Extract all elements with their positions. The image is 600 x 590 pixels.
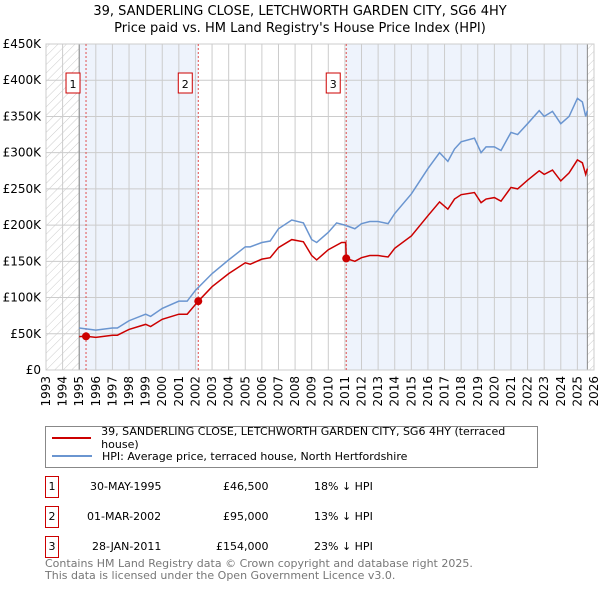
x-tick-label: 2024 — [554, 376, 568, 407]
footer: Contains HM Land Registry data © Crown c… — [45, 558, 473, 582]
x-tick-label: 2011 — [338, 376, 352, 407]
x-tick-label: 2026 — [587, 376, 600, 407]
x-tick-label: 2018 — [454, 376, 468, 407]
x-tick-label: 2016 — [421, 376, 435, 407]
x-tick-label: 2009 — [305, 376, 319, 407]
y-tick-label: £100K — [3, 291, 43, 305]
x-tick-label: 2022 — [521, 376, 535, 407]
x-tick-label: 2025 — [570, 376, 584, 407]
x-tick-label: 2012 — [355, 376, 369, 407]
date: 28-JAN-2011 — [92, 540, 162, 553]
sale-label-box — [177, 72, 193, 94]
hpi-diff: 23% ↓ HPI — [314, 540, 373, 553]
price: £154,000 — [216, 540, 269, 553]
marker-badge: 1 — [45, 476, 59, 498]
y-tick-label: £150K — [3, 254, 43, 268]
x-tick-label: 2019 — [471, 376, 485, 407]
sale-label-box — [65, 72, 81, 94]
footer-licence: This data is licensed under the Open Gov… — [45, 569, 396, 582]
footer-copyright: Contains HM Land Registry data © Crown c… — [45, 557, 473, 570]
transaction-row: 1 30-MAY-1995 £46,500 18% ↓ HPI — [45, 476, 445, 498]
legend-item-property: 39, SANDERLING CLOSE, LETCHWORTH GARDEN … — [52, 425, 537, 451]
x-tick-label: 2001 — [172, 376, 186, 407]
marker-badge: 3 — [45, 536, 59, 558]
legend-swatch — [52, 437, 92, 439]
sale-label-box — [325, 72, 341, 94]
x-tick-label: 2007 — [271, 376, 285, 407]
x-tick-label: 1994 — [56, 376, 70, 407]
price-chart: 1993 1994 1995 1996 1997 1998 1999 2000 2001 2002… — [3, 37, 600, 407]
x-tick-label: 2020 — [487, 376, 501, 407]
x-tick-label: 2021 — [504, 376, 518, 407]
sale-label: 2 — [182, 78, 189, 91]
x-tick-label: 2006 — [255, 376, 269, 407]
x-tick-label: 2005 — [238, 376, 252, 407]
sale-point — [82, 332, 91, 341]
x-tick-label: 2013 — [371, 376, 385, 407]
chart-subtitle: Price paid vs. HM Land Registry's House … — [114, 21, 486, 36]
y-tick-label: £350K — [3, 109, 43, 123]
x-tick-label: 1995 — [72, 376, 86, 407]
hatch-post-data — [587, 44, 594, 370]
x-tick-label: 2023 — [537, 376, 551, 407]
y-tick-label: £50K — [10, 327, 42, 341]
transaction-row: 2 01-MAR-2002 £95,000 13% ↓ HPI — [45, 506, 445, 528]
x-tick-label: 2000 — [155, 376, 169, 407]
date: 30-MAY-1995 — [90, 480, 162, 493]
transaction-row: 3 28-JAN-2011 £154,000 23% ↓ HPI — [45, 536, 445, 558]
sale-label: 3 — [330, 78, 337, 91]
x-tick-label: 2004 — [222, 376, 236, 407]
shaded-region — [346, 44, 588, 370]
x-tick-label: 2003 — [205, 376, 219, 407]
x-tick-label: 2014 — [388, 376, 402, 407]
x-tick-label: 2010 — [321, 376, 335, 407]
marker-badge: 2 — [45, 506, 59, 528]
sale-point — [342, 254, 351, 263]
hpi-diff: 13% ↓ HPI — [314, 510, 373, 523]
price-paid-line — [79, 158, 589, 339]
x-tick-label: 1993 — [39, 376, 53, 407]
y-tick-label: £300K — [3, 146, 43, 160]
y-tick-label: £200K — [3, 218, 43, 232]
x-tick-label: 2008 — [288, 376, 302, 407]
sale-label: 1 — [70, 78, 77, 91]
hpi-line — [79, 97, 589, 331]
y-tick-label: £250K — [3, 182, 43, 196]
x-tick-label: 1998 — [122, 376, 136, 407]
x-tick-label: 1999 — [139, 376, 153, 407]
x-tick-label: 2015 — [404, 376, 418, 407]
y-tick-label: £450K — [3, 37, 43, 51]
price: £95,000 — [223, 510, 269, 523]
legend-item-hpi: HPI: Average price, terraced house, Nort… — [52, 448, 407, 464]
y-tick-label: £0 — [26, 363, 41, 377]
x-tick-label: 1997 — [105, 376, 119, 407]
x-tick-label: 1996 — [89, 376, 103, 407]
x-tick-label: 2002 — [188, 376, 202, 407]
legend: 39, SANDERLING CLOSE, LETCHWORTH GARDEN … — [45, 425, 538, 468]
chart-title: 39, SANDERLING CLOSE, LETCHWORTH GARDEN … — [93, 4, 507, 19]
plot-border — [45, 43, 595, 371]
date: 01-MAR-2002 — [87, 510, 162, 523]
price: £46,500 — [223, 480, 269, 493]
y-tick-label: £400K — [3, 73, 43, 87]
legend-swatch — [52, 455, 92, 457]
legend-label: 39, SANDERLING CLOSE, LETCHWORTH GARDEN … — [101, 425, 506, 451]
hpi-diff: 18% ↓ HPI — [314, 480, 373, 493]
x-tick-label: 2017 — [438, 376, 452, 407]
legend-label: HPI: Average price, terraced house, Nort… — [102, 449, 408, 463]
sale-point — [194, 297, 203, 306]
